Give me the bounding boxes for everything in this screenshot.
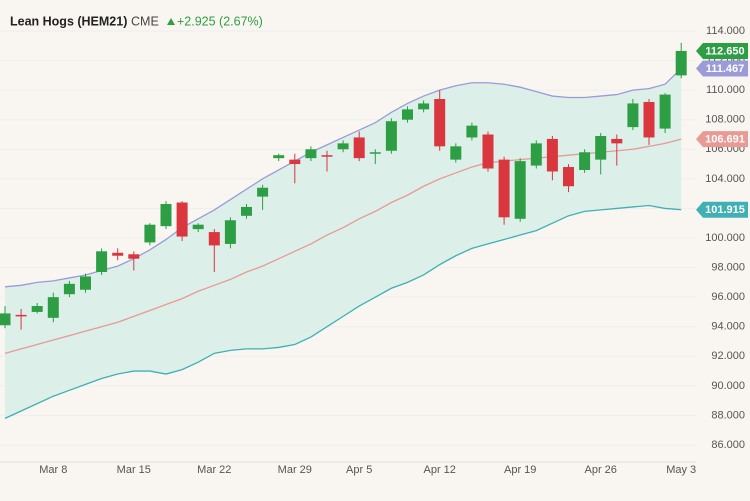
candle-body (611, 138, 623, 144)
x-tick-label: Apr 19 (504, 464, 536, 476)
candle-body (15, 314, 27, 317)
y-tick-label: 104.000 (705, 173, 745, 185)
candle-body (96, 251, 108, 273)
candle-body (192, 224, 204, 230)
plot-area (0, 30, 696, 446)
candle-body (305, 149, 317, 159)
candle-body (160, 203, 172, 227)
y-tick-label: 90.000 (711, 380, 745, 392)
y-tick-label: 96.000 (711, 291, 745, 303)
candle-body (450, 146, 462, 160)
chart-title: Lean Hogs (HEM21) (10, 14, 127, 28)
x-tick-label: Mar 15 (117, 464, 151, 476)
y-tick-label: 110.000 (706, 84, 745, 96)
candle-body (385, 121, 397, 151)
band-fill (5, 68, 682, 419)
candle-body (418, 103, 430, 110)
candle-body (80, 276, 91, 290)
x-tick-label: Mar 29 (278, 464, 312, 476)
candle-body (402, 109, 413, 120)
y-tick-label: 100.000 (705, 232, 745, 244)
y-tick-label: 86.000 (711, 439, 745, 451)
price-tag (696, 131, 748, 148)
price-change: +2.925 (2.67%) (177, 14, 263, 28)
candle-body (466, 125, 478, 138)
price-tag-label: 111.467 (706, 63, 745, 75)
candle-body (144, 224, 156, 243)
candle-body (353, 137, 365, 159)
band-line (4, 67, 682, 288)
candle-body (257, 187, 269, 197)
y-tick-label: 88.000 (711, 409, 745, 421)
candle-body (0, 313, 11, 326)
candle-body (337, 143, 349, 150)
candle-body (112, 252, 124, 256)
candle-body (224, 220, 236, 244)
candle-body (31, 306, 43, 312)
band-line (4, 204, 682, 419)
candle-body (289, 159, 301, 165)
price-tag-label: 106.691 (705, 133, 745, 145)
candle-body (176, 202, 188, 237)
candle-body (241, 206, 252, 216)
candle-body (643, 101, 655, 138)
y-tick-label: 92.000 (711, 350, 745, 362)
x-tick-label: Apr 12 (423, 464, 455, 476)
x-tick-label: Mar 8 (39, 464, 67, 476)
candle-body (208, 232, 220, 246)
candle-body (273, 155, 285, 159)
candle-body (321, 155, 333, 157)
y-tick-label: 108.000 (705, 114, 745, 126)
candle-body (563, 167, 574, 187)
y-tick-label: 94.000 (711, 321, 745, 333)
price-tag-label: 101.915 (705, 204, 745, 216)
candle-body (530, 143, 542, 166)
x-tick-label: Mar 22 (197, 464, 231, 476)
candle-body (369, 152, 381, 154)
price-tag (696, 201, 748, 218)
band-line (4, 138, 682, 354)
x-tick-label: Apr 26 (584, 464, 616, 476)
candle-body (434, 99, 446, 147)
candle-body (63, 283, 75, 295)
candle-body (627, 103, 639, 128)
candle-body (579, 152, 591, 170)
y-tick-label: 98.000 (711, 261, 745, 273)
exchange: CME (131, 14, 159, 28)
candle-body (546, 138, 558, 172)
candle-body (514, 161, 526, 219)
candle-body (498, 159, 510, 218)
candle-body (675, 50, 687, 76)
y-tick-label: 114.000 (706, 25, 745, 37)
price-tag-label: 112.650 (705, 45, 744, 57)
up-arrow (167, 18, 175, 25)
price-tag (696, 42, 748, 59)
candle-body (659, 94, 671, 129)
candle-body (482, 134, 494, 169)
x-tick-label: Apr 5 (346, 464, 372, 476)
candle-body (47, 297, 59, 318)
candle-body (128, 254, 140, 259)
candle-body (595, 135, 607, 160)
x-tick-label: May 3 (666, 464, 696, 476)
price-tag (696, 60, 748, 77)
